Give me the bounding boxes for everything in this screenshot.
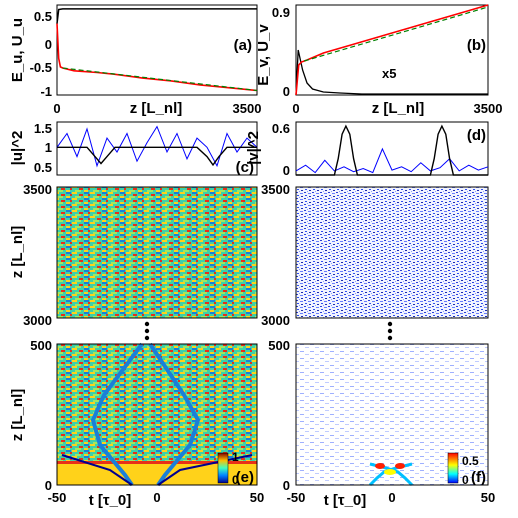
c-ylabel: |u|^2: [9, 131, 26, 166]
f-xtick-2: 50: [481, 490, 495, 505]
e-ylabel: z [L_nl]: [9, 389, 26, 442]
f-xtick-0: -50: [287, 490, 306, 505]
axis-break-dots-right: [387, 321, 393, 341]
b-ytick-0: 0.9: [272, 5, 290, 20]
c-ytick-1: 1: [45, 140, 52, 155]
b-ylabel: E_v, U_v: [255, 24, 272, 86]
a-ytick-0: 0.5: [34, 9, 52, 24]
panel-c-series-black: [57, 146, 257, 167]
b-ytick-1: 0: [283, 84, 290, 99]
panel-b-series-black: [295, 49, 488, 96]
utop-ytick-1: 3000: [23, 313, 52, 328]
f-xtick-1: 0: [388, 490, 395, 505]
panel-a-series-red: [56, 23, 258, 92]
e-xtick-2: 50: [250, 490, 264, 505]
e-ytick-0: 500: [30, 338, 52, 353]
panel-c-series-blue: [56, 125, 258, 168]
b-panel-label: (b): [467, 37, 486, 54]
f-ytick-1: 0: [283, 478, 290, 493]
vtop-ytick-0: 3500: [261, 182, 290, 197]
panel-b-series-red: [295, 4, 489, 96]
heatmap-v-top: 3500 3000: [261, 182, 489, 328]
b-annotation: x5: [382, 66, 396, 81]
a-ytick-2: -0.5: [30, 60, 52, 75]
d-ytick-0: 0.6: [272, 121, 290, 136]
panel-e-boundary: [57, 461, 257, 464]
e-cbar-tick-0: 1: [232, 450, 239, 464]
panel-a-series-black: [56, 8, 257, 24]
panel-b-frame: [295, 4, 489, 96]
utop-ylabel: z [L_nl]: [9, 226, 26, 279]
c-panel-label: (c): [236, 159, 254, 176]
panel-a-series-green: [62, 67, 258, 92]
e-cbar-tick-1: 0: [232, 473, 239, 487]
a-xtick-1: 3500: [233, 101, 262, 116]
panel-b: 0.9 0 0 3500 z [L_nl] E_v, U_v x5 (b): [255, 4, 503, 117]
panel-d-frame: [295, 121, 489, 176]
a-xlabel: z [L_nl]: [130, 100, 183, 117]
panel-f-colorbar: [447, 452, 459, 484]
e-xtick-1: 0: [153, 490, 160, 505]
panel-f-hotspot-center: [384, 469, 396, 475]
b-xlabel: z [L_nl]: [372, 100, 425, 117]
panel-f-hotspot-right: [395, 463, 405, 469]
panel-c: 1.5 1 0.5 |u|^2 (c): [9, 121, 258, 176]
panel-b-series-green: [304, 6, 489, 62]
panel-d-series-blue: [295, 147, 489, 174]
f-ytick-0: 500: [268, 338, 290, 353]
panel-e-dark-soliton-left: [90, 342, 144, 487]
panel-d: 0.6 0 |v|^2 (d): [245, 121, 489, 178]
panel-c-frame: [56, 121, 258, 176]
b-xtick-0: 0: [292, 101, 299, 116]
panel-e-colorbar: [217, 452, 229, 484]
heatmap-u-top-image: [57, 187, 257, 318]
f-xlabel: t [τ_0]: [324, 492, 367, 509]
d-ylabel: |v|^2: [245, 131, 262, 165]
a-ytick-1: 0: [45, 37, 52, 52]
axis-break-dots-left: [144, 321, 150, 341]
e-xtick-0: -50: [48, 490, 67, 505]
panel-f-frame: [295, 343, 489, 486]
vtop-ytick-1: 3000: [261, 313, 290, 328]
heatmap-v-top-frame: [295, 186, 489, 319]
panel-e-frame: [56, 343, 258, 486]
panel-a: 0.5 0 -0.5 -1 0 3500 z [L_nl] E_u, U_u (…: [9, 4, 262, 117]
a-panel-label: (a): [234, 37, 252, 54]
utop-ytick-0: 3500: [23, 182, 52, 197]
panel-e-dark-soliton-right: [148, 342, 201, 487]
d-panel-label: (d): [467, 127, 486, 144]
a-xtick-0: 0: [53, 101, 60, 116]
f-cbar-tick-0: 0.5: [462, 454, 479, 468]
d-ytick-1: 0: [283, 163, 290, 178]
panel-f: 0.5 0 500 0 -50 0 50 t [τ_0] (f): [268, 338, 495, 509]
panel-e: 1 0 500 0 -50 0 50 t [τ_0] z [L_nl] (e): [9, 338, 264, 509]
panel-d-series-black: [296, 124, 488, 176]
heatmap-u-top: 3500 3000 z [L_nl]: [9, 182, 258, 328]
heatmap-u-top-frame: [56, 186, 258, 319]
heatmap-v-top-image: [296, 187, 488, 318]
panel-a-frame: [56, 4, 258, 96]
panel-f-hotspot-left: [375, 463, 385, 469]
e-ytick-1: 0: [45, 478, 52, 493]
c-ytick-2: 0.5: [34, 160, 52, 175]
f-panel-label: (f): [471, 469, 486, 486]
panel-e-edge-left: [61, 454, 133, 486]
a-ylabel: E_u, U_u: [9, 18, 26, 82]
f-cbar-tick-1: 0: [462, 473, 469, 487]
c-ytick-0: 1.5: [34, 121, 52, 136]
panel-f-image: [296, 344, 488, 485]
e-panel-label: (e): [236, 469, 254, 486]
b-xtick-1: 3500: [474, 101, 503, 116]
e-xlabel: t [τ_0]: [89, 492, 132, 509]
a-ytick-3: -1: [40, 84, 52, 99]
